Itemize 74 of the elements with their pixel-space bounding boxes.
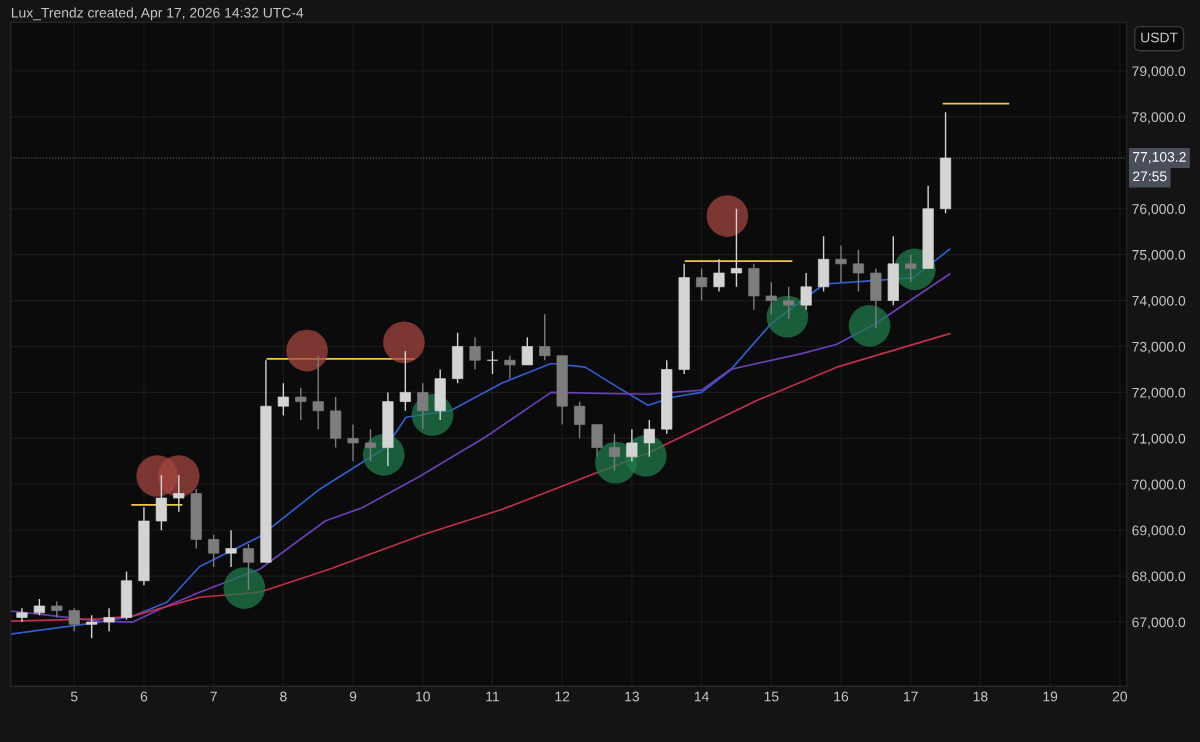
candlestick	[225, 529, 237, 568]
point	[383, 321, 425, 364]
point	[766, 295, 809, 338]
x-tick-label: 6	[140, 691, 148, 702]
x-tick-label: 16	[834, 691, 849, 702]
candlestick	[417, 382, 429, 430]
candlestick	[521, 336, 533, 366]
x-tick-label: 7	[210, 691, 217, 702]
candlestick	[852, 249, 865, 293]
x-tick-label: 8	[280, 691, 287, 702]
y-axis-title: USDT	[1141, 32, 1178, 43]
point	[706, 195, 749, 237]
candlestick	[86, 614, 98, 639]
x-tick-label: 18	[973, 691, 988, 702]
candlestick	[800, 272, 812, 311]
candlestick	[713, 258, 725, 293]
candlestick	[347, 423, 359, 463]
candlestick	[295, 387, 307, 421]
chart-title: Lux_Trendz created, Apr 17, 2026 14:32 UTC-4	[11, 7, 304, 21]
x-tick-label: 12	[555, 691, 570, 702]
candlestick	[242, 543, 255, 591]
y-tick-label: 68,000.0	[1132, 571, 1186, 583]
y-tick-label: 69,000.0	[1132, 525, 1186, 538]
candlestick	[277, 382, 289, 417]
candlestick	[364, 428, 377, 463]
point	[286, 329, 328, 372]
x-tick-label: 10	[416, 691, 430, 702]
candlestick	[51, 600, 63, 619]
x-tick-label: 15	[764, 691, 779, 702]
candlestick	[696, 267, 708, 302]
candlestick	[574, 400, 586, 440]
candlestick	[765, 281, 777, 316]
x-tick-label: 20	[1112, 691, 1128, 702]
point	[157, 455, 200, 497]
candlestick	[835, 244, 847, 283]
candlestick	[905, 253, 917, 283]
y-tick-label: 71,000.0	[1132, 433, 1186, 446]
candlestick	[626, 428, 638, 463]
x-tick-label: 9	[349, 691, 357, 702]
y-tick-label: 72,000.0	[1132, 387, 1186, 400]
candlestick	[103, 607, 115, 632]
ref-line-label: 77,103.2	[1133, 151, 1186, 164]
candlestick	[486, 350, 499, 375]
candlestick	[399, 350, 411, 412]
y-tick-label: 75,000.0	[1132, 249, 1186, 262]
candlestick	[539, 313, 551, 361]
x-tick-label: 14	[694, 691, 709, 702]
y-tick-label: 67,000.0	[1132, 617, 1186, 629]
candlestick	[469, 336, 481, 371]
candlestick	[730, 208, 743, 288]
text: 27:55	[1133, 171, 1167, 182]
y-tick-label: 79,000.0	[1132, 66, 1186, 78]
y-tick-label: 74,000.0	[1132, 295, 1186, 308]
x-tick-label: 17	[904, 691, 918, 702]
candlestick	[608, 433, 621, 472]
x-tick-label: 19	[1043, 691, 1058, 702]
candlestick	[312, 354, 324, 430]
candlestick	[643, 419, 655, 458]
candlestick	[504, 354, 516, 380]
candlestick	[68, 607, 80, 632]
candlestick	[173, 474, 185, 513]
x-tick-label: 13	[625, 691, 639, 702]
candlestick	[208, 534, 220, 568]
x-tick-label: 11	[486, 691, 500, 702]
candlestick	[783, 286, 795, 320]
candlestick	[591, 423, 603, 458]
y-tick-label: 78,000.0	[1132, 112, 1186, 124]
y-tick-label: 73,000.0	[1132, 341, 1186, 354]
y-tick-label: 76,000.0	[1132, 204, 1186, 216]
y-tick-label: 70,000.0	[1132, 479, 1186, 492]
point	[223, 567, 266, 609]
candlestick	[155, 474, 167, 531]
point	[848, 305, 891, 347]
x-tick-label: 5	[70, 691, 78, 702]
